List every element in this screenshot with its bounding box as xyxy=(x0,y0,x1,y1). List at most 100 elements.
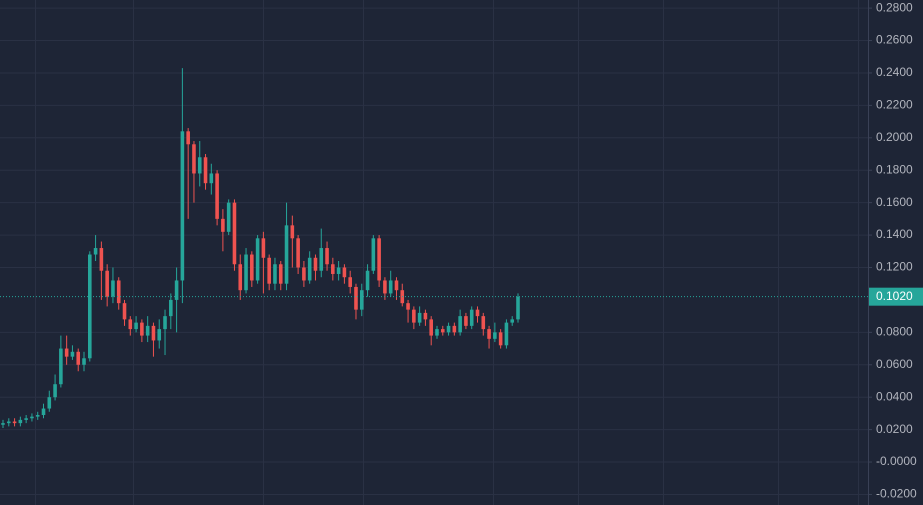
candle-body xyxy=(64,348,69,357)
y-tick-label: 0.0400 xyxy=(876,389,913,403)
candle-body xyxy=(331,264,335,274)
candle-body xyxy=(93,248,98,255)
candle-body xyxy=(284,225,289,284)
candle-body xyxy=(510,319,515,323)
candle-body xyxy=(307,257,312,281)
y-tick-label: 0.2200 xyxy=(876,98,913,112)
candle-body xyxy=(221,218,225,232)
candle-body xyxy=(41,408,46,416)
y-tick-label: 0.0800 xyxy=(876,325,913,339)
candle-body xyxy=(209,173,214,184)
candle-body xyxy=(134,322,138,330)
candle-body xyxy=(145,325,150,336)
candle-body xyxy=(151,325,156,341)
candle-body xyxy=(197,157,202,174)
candle-body xyxy=(319,248,324,271)
candle-body xyxy=(186,131,190,145)
candle-body xyxy=(487,329,491,339)
candle-body xyxy=(371,238,376,271)
candle-body xyxy=(481,316,486,330)
candle-body xyxy=(394,280,399,291)
last-price-label: 0.1020 xyxy=(876,289,913,303)
candle-body xyxy=(6,421,11,424)
candle-body xyxy=(18,419,23,424)
candle-body xyxy=(267,257,271,284)
candle-body xyxy=(24,418,28,420)
candle-body xyxy=(412,309,416,323)
candle-body xyxy=(498,332,503,346)
candle-body xyxy=(244,254,248,291)
candle-body xyxy=(429,319,433,336)
candle-body xyxy=(423,312,428,320)
candle-body xyxy=(12,421,17,424)
y-tick-label: 0.1400 xyxy=(876,227,913,241)
candle-body xyxy=(140,322,144,336)
candle-body xyxy=(82,358,86,365)
y-tick-label: -0.0200 xyxy=(876,487,917,501)
candle-body xyxy=(192,144,196,174)
candle-body xyxy=(273,264,277,284)
candle-body xyxy=(446,325,451,333)
candle-body xyxy=(452,325,457,333)
y-tick-label: 0.0200 xyxy=(876,422,913,436)
candle-body xyxy=(250,254,254,281)
candle-body xyxy=(238,264,243,291)
candle-body xyxy=(232,202,237,265)
candle-body xyxy=(122,303,127,320)
candle-body xyxy=(180,131,185,281)
y-tick-label: 0.1200 xyxy=(876,260,913,274)
candle-body xyxy=(255,238,260,281)
candle-body xyxy=(290,225,295,239)
y-tick-label: 0.2400 xyxy=(876,65,913,79)
candle-body xyxy=(464,316,468,326)
candle-body xyxy=(163,316,167,330)
candle-body xyxy=(417,312,422,323)
candle-body xyxy=(475,309,480,317)
candle-body xyxy=(325,248,329,265)
candle-body xyxy=(296,238,300,268)
candle-body xyxy=(59,348,63,385)
candle-body xyxy=(226,202,231,232)
candle-body xyxy=(342,267,347,278)
candle-body xyxy=(169,299,173,317)
candle-body xyxy=(388,280,393,294)
candle-body xyxy=(469,309,474,326)
candle-body xyxy=(348,277,352,287)
candle-body xyxy=(70,351,75,357)
candle-body xyxy=(354,286,358,310)
candle-body xyxy=(1,423,5,425)
candle-body xyxy=(493,332,497,339)
candle-body xyxy=(435,329,439,336)
candle-body xyxy=(76,351,81,365)
candle-body xyxy=(128,319,133,330)
candle-body xyxy=(47,397,52,409)
candle-body xyxy=(406,303,410,310)
y-tick-label: 0.2600 xyxy=(876,33,913,47)
candle-body xyxy=(30,416,34,419)
y-tick-label: 0.0600 xyxy=(876,357,913,371)
candle-body xyxy=(383,280,387,294)
candle-body xyxy=(88,254,92,359)
candle-body xyxy=(504,322,509,346)
candle-body xyxy=(261,238,266,258)
y-tick-label: 0.2000 xyxy=(876,130,913,144)
candle-body xyxy=(99,248,104,271)
candle-body xyxy=(157,329,162,341)
candle-body xyxy=(302,267,306,281)
y-tick-label: 0.2800 xyxy=(876,0,913,14)
candle-body xyxy=(105,270,109,297)
last-price-badge xyxy=(869,287,923,306)
candle-body xyxy=(440,329,445,333)
candle-body xyxy=(215,173,219,219)
candle-body xyxy=(365,270,370,291)
y-tick-label: 0.1600 xyxy=(876,195,913,209)
candle-body xyxy=(174,280,179,300)
candle-body xyxy=(336,267,341,274)
candle-body xyxy=(278,264,283,284)
y-tick-label: 0.1800 xyxy=(876,162,913,176)
candle-body xyxy=(53,384,57,398)
y-tick-label: -0.0000 xyxy=(876,454,917,468)
candle-body xyxy=(35,415,40,417)
